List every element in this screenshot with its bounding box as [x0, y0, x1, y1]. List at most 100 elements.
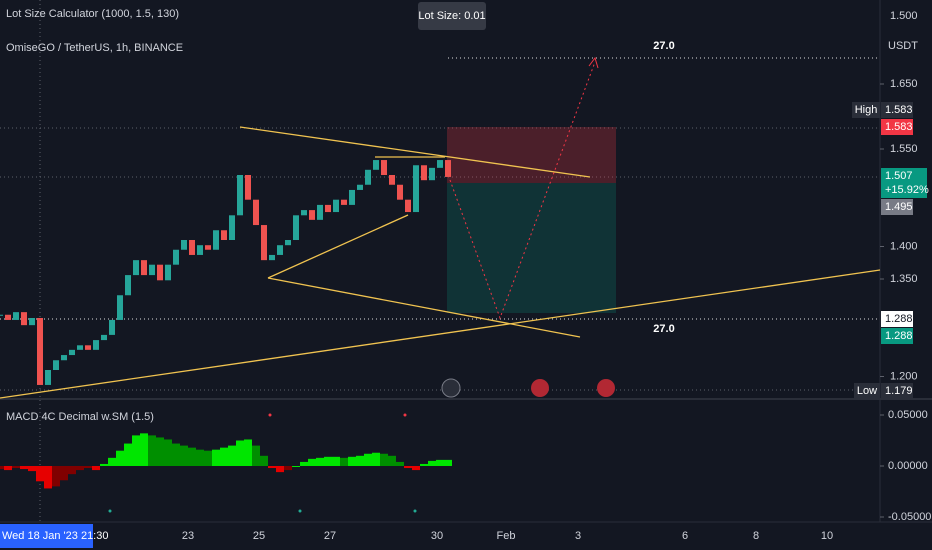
macd-bar	[412, 466, 420, 471]
macd-bar	[396, 461, 404, 466]
candle	[445, 160, 451, 177]
candle	[189, 240, 195, 255]
macd-bar	[420, 463, 428, 466]
drawings	[0, 126, 881, 399]
macd-bar	[0, 466, 4, 470]
macd-bar	[428, 460, 436, 466]
macd-tick-label: 0.05000	[888, 409, 928, 421]
candle	[197, 245, 203, 255]
candle	[405, 199, 411, 213]
candle	[85, 345, 91, 350]
candle	[125, 275, 131, 296]
macd-bar	[300, 461, 308, 466]
time-label: 8	[753, 530, 759, 542]
macd-bar	[324, 456, 332, 466]
macd-bar	[292, 466, 300, 467]
candle	[21, 312, 27, 326]
macd-bar	[68, 466, 76, 475]
candle	[341, 199, 347, 205]
macd-bar	[172, 443, 180, 466]
macd-bar	[124, 443, 132, 466]
svg-text:+15.92%: +15.92%	[885, 184, 929, 196]
candle	[165, 264, 171, 281]
macd-bar	[156, 437, 164, 466]
candle	[141, 260, 147, 276]
macd-bar	[228, 445, 236, 466]
candles	[0, 160, 451, 385]
crosshair-time: Wed 18 Jan '23 21:30	[2, 530, 108, 542]
candle	[333, 199, 339, 213]
event-icons	[441, 378, 615, 398]
macd-bar	[4, 466, 12, 471]
currency: USDT	[888, 40, 918, 52]
macd-tick-label: 0.00000	[888, 460, 928, 472]
candle	[349, 189, 355, 205]
time-label: 10	[821, 530, 833, 542]
candle	[13, 312, 19, 320]
macd-bar	[220, 447, 228, 466]
candle	[285, 240, 291, 246]
macd-bar	[196, 449, 204, 466]
candle	[53, 360, 59, 370]
time-label: 3	[575, 530, 581, 542]
macd-bar	[20, 466, 28, 470]
candle	[149, 264, 155, 276]
candle	[205, 245, 211, 250]
dotted-levels	[0, 0, 880, 522]
price-tick-label: 1.200	[890, 370, 918, 382]
macd-bar	[348, 456, 356, 466]
svg-text:1.507: 1.507	[885, 170, 913, 182]
macd-bar	[76, 466, 84, 471]
macd-bar	[116, 450, 124, 466]
lot-size: Lot Size: 0.01	[418, 10, 485, 22]
candle	[397, 184, 403, 200]
svg-text:1.179: 1.179	[885, 385, 913, 397]
candle	[381, 160, 387, 175]
macd-bar	[388, 455, 396, 466]
svg-text:Low: Low	[857, 385, 877, 397]
projection-path	[449, 61, 596, 320]
candle	[293, 215, 299, 240]
macd-bar	[132, 435, 140, 466]
candle	[213, 230, 219, 250]
candle	[181, 240, 187, 250]
macd-bar	[12, 466, 20, 469]
macd-bar	[92, 466, 100, 471]
macd-dots	[108, 413, 417, 513]
candle	[357, 184, 363, 190]
candle	[269, 254, 275, 261]
macd-bar	[60, 466, 68, 481]
macd-bar	[252, 445, 260, 466]
indicator-label: Lot Size Calculator (1000, 1.5, 130)	[6, 8, 179, 20]
candle	[77, 345, 83, 350]
time-label: 30	[431, 530, 443, 542]
candle	[229, 215, 235, 240]
macd-bar	[100, 463, 108, 466]
macd-bar	[148, 435, 156, 466]
macd-histogram	[0, 433, 452, 489]
macd-bar	[268, 466, 276, 469]
lot-box	[418, 2, 486, 30]
macd-bar	[276, 466, 284, 473]
candle	[237, 175, 243, 216]
macd-bar	[444, 459, 452, 466]
macd-bar	[36, 466, 44, 482]
macd-bar	[84, 466, 92, 469]
macd-bar	[316, 457, 324, 466]
macd-bar	[108, 457, 116, 466]
candle	[101, 334, 107, 341]
price-tick-label: 1.400	[890, 240, 918, 252]
macd-bar	[52, 466, 60, 487]
price-top-label: 1.500	[890, 10, 918, 22]
svg-text:1.583: 1.583	[885, 104, 913, 116]
macd-bar	[364, 453, 372, 466]
svg-text:High: High	[855, 104, 878, 116]
macd-bar	[380, 453, 388, 466]
candle	[157, 264, 163, 281]
candle	[37, 318, 43, 385]
candle	[5, 314, 11, 320]
macd-title: MACD 4C Decimal w.SM (1.5)	[6, 411, 154, 423]
candle	[301, 210, 307, 216]
candle	[309, 210, 315, 220]
candle	[93, 340, 99, 350]
